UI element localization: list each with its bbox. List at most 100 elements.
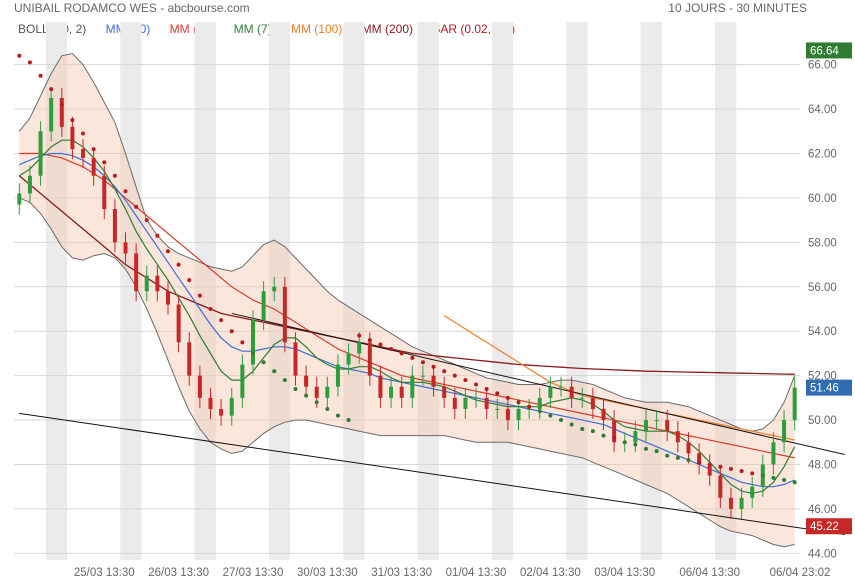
sar-dot: [367, 338, 372, 343]
sar-dot: [463, 378, 468, 383]
candle-body: [123, 242, 128, 254]
candle-body: [49, 97, 54, 132]
y-tick-label: 64.00: [808, 104, 837, 116]
mm7-line: [18, 139, 796, 495]
sar-dot: [293, 386, 298, 391]
sar-dot: [548, 413, 553, 418]
candle-body: [633, 431, 638, 443]
session-shade-7: [566, 22, 588, 560]
candle-body: [250, 320, 255, 365]
candle-body: [197, 375, 202, 398]
price-badges: 66.64 51.46 45.22: [806, 42, 852, 535]
legend-item-mm100[interactable]: MM (100): [290, 22, 343, 36]
candle-body: [559, 386, 564, 388]
sar-dot: [357, 333, 362, 338]
sar-dot: [49, 87, 54, 92]
candle-body: [240, 364, 245, 398]
candle-body: [335, 364, 340, 387]
x-tick-label: 03/04 13:30: [594, 567, 655, 579]
candle-body: [474, 397, 479, 399]
sar-dot: [389, 346, 394, 351]
sar-dot: [81, 131, 86, 136]
candle-body: [675, 431, 680, 443]
candle-body: [112, 209, 117, 243]
candle-body: [70, 126, 75, 150]
sar-dot: [516, 400, 521, 405]
sar-dot: [633, 442, 638, 447]
candle-body: [654, 420, 659, 422]
sar-dot: [250, 351, 255, 356]
sar-dot: [643, 446, 648, 451]
candle-body: [431, 375, 436, 387]
candle-body: [219, 408, 224, 416]
candle-body: [187, 342, 192, 376]
sar-dot: [70, 118, 75, 123]
sar-dot: [187, 278, 192, 283]
sar-dots: [17, 53, 797, 485]
session-shade-6: [491, 22, 514, 560]
legend-item-mm200[interactable]: MM (200): [361, 22, 414, 36]
sar-dot: [590, 429, 595, 434]
candle-body: [739, 497, 744, 509]
sar-dot: [675, 455, 680, 460]
sar-dot: [665, 453, 670, 458]
mm20-line: [19, 152, 795, 488]
candle-body: [771, 442, 776, 465]
candle-body: [166, 291, 171, 305]
x-tick-label: 06/04 13:30: [679, 567, 740, 579]
candle-body: [728, 497, 733, 509]
candle-body: [38, 131, 43, 176]
sar-dot: [144, 218, 149, 223]
candle-body: [282, 286, 287, 343]
candle-body: [134, 253, 139, 292]
candle-body: [389, 386, 394, 398]
candle-body: [357, 342, 362, 354]
sar-dot: [527, 404, 532, 409]
candle-body: [176, 304, 181, 343]
sar-dot: [654, 449, 659, 454]
period-label: 10 JOURS - 30 MINUTES: [668, 1, 807, 15]
candle-body: [643, 420, 648, 432]
candle-body: [750, 486, 755, 498]
bollinger-lower-line: [19, 197, 795, 548]
candle-body: [527, 408, 532, 410]
candle-body: [580, 397, 585, 399]
candle-body: [442, 386, 447, 398]
candle-body: [548, 386, 553, 398]
candle-body: [304, 375, 309, 387]
channel-line-1: [231, 312, 845, 455]
session-shade-1: [120, 22, 142, 560]
bollinger-upper-line: [18, 52, 796, 432]
sar-dot: [728, 466, 733, 471]
sar-dot: [697, 460, 702, 465]
y-tick-label: 66.00: [808, 60, 837, 72]
sar-dot: [760, 473, 765, 478]
sar-dot: [707, 462, 712, 467]
sar-dot: [420, 360, 425, 365]
candle-body: [81, 149, 86, 158]
candle-body: [346, 353, 351, 365]
candle-body: [718, 475, 723, 498]
candle-body: [410, 375, 415, 398]
session-shading: [45, 22, 737, 560]
sar-dot: [580, 426, 585, 431]
x-tick-label: 26/03 13:30: [148, 567, 209, 579]
sar-dot: [601, 433, 606, 438]
candle-body: [17, 193, 22, 205]
x-tick-label: 25/03 13:30: [74, 567, 135, 579]
sar-dot: [346, 418, 351, 423]
sar-dot: [442, 369, 447, 374]
legend-item-mm7[interactable]: MM (7): [233, 22, 272, 36]
candle-body: [155, 275, 160, 292]
sar-dot: [537, 409, 542, 414]
sar-dot: [272, 369, 277, 374]
sar-dot: [399, 351, 404, 356]
session-shade-2: [194, 22, 216, 560]
x-tick-label: 01/04 13:30: [446, 567, 507, 579]
sar-dot: [495, 391, 500, 396]
candle-body: [463, 397, 468, 409]
sar-dot: [505, 395, 510, 400]
sar-dot: [431, 364, 436, 369]
page-title: UNIBAIL RODAMCO WES - abcbourse.com: [14, 1, 250, 15]
